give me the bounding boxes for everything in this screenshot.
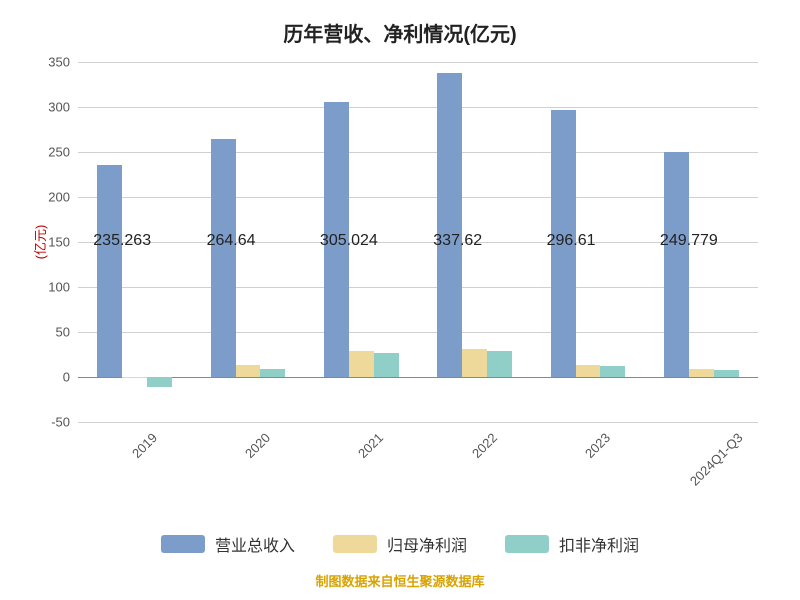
legend-swatch [161, 535, 205, 553]
legend: 营业总收入 归母净利润 扣非净利润 [0, 532, 800, 556]
gridline [78, 332, 758, 333]
ytick-label: 100 [48, 280, 78, 295]
legend-label: 归母净利润 [387, 532, 467, 556]
legend-swatch [333, 535, 377, 553]
legend-item: 扣非净利润 [505, 532, 639, 556]
bar [349, 351, 374, 377]
gridline [78, 152, 758, 153]
ytick-label: 50 [56, 325, 78, 340]
gridline [78, 62, 758, 63]
ytick-label: 300 [48, 100, 78, 115]
legend-item: 归母净利润 [333, 532, 467, 556]
gridline [78, 242, 758, 243]
bar [236, 365, 261, 377]
bar-value-label: 249.779 [660, 232, 718, 250]
y-axis-label: (亿元) [30, 225, 49, 260]
bar [437, 73, 462, 377]
xtick-label: 2023 [582, 430, 613, 461]
ytick-label: 0 [63, 370, 78, 385]
xtick-label: 2019 [129, 430, 160, 461]
ytick-label: 150 [48, 235, 78, 250]
bar-value-label: 337.62 [433, 232, 482, 250]
bar-value-label: 296.61 [547, 232, 596, 250]
bar [147, 377, 172, 387]
bar [374, 353, 399, 377]
source-note: 制图数据来自恒生聚源数据库 [0, 571, 800, 590]
gridline [78, 107, 758, 108]
bar [714, 370, 739, 377]
gridline [78, 287, 758, 288]
bar [211, 139, 236, 377]
bar-value-label: 235.263 [93, 232, 151, 250]
bar [487, 351, 512, 377]
bar [664, 152, 689, 377]
legend-label: 扣非净利润 [559, 532, 639, 556]
gridline [78, 422, 758, 423]
bar [260, 369, 285, 377]
bar [576, 365, 601, 377]
chart-title: 历年营收、净利情况(亿元) [0, 0, 800, 47]
bar-value-label: 264.64 [207, 232, 256, 250]
bar [97, 165, 122, 377]
xtick-label: 2021 [355, 430, 386, 461]
gridline [78, 197, 758, 198]
ytick-label: -50 [51, 415, 78, 430]
plot-area: (亿元) -500501001502002503003502019235.263… [78, 62, 758, 422]
bar [462, 349, 487, 377]
zero-baseline [78, 377, 758, 378]
bar-value-label: 305.024 [320, 232, 378, 250]
bar [600, 366, 625, 377]
ytick-label: 350 [48, 55, 78, 70]
bar [689, 369, 714, 377]
xtick-label: 2020 [242, 430, 273, 461]
legend-label: 营业总收入 [215, 532, 295, 556]
xtick-label: 2024Q1-Q3 [687, 430, 746, 489]
xtick-label: 2022 [469, 430, 500, 461]
ytick-label: 200 [48, 190, 78, 205]
legend-item: 营业总收入 [161, 532, 295, 556]
ytick-label: 250 [48, 145, 78, 160]
legend-swatch [505, 535, 549, 553]
bar [122, 377, 147, 378]
